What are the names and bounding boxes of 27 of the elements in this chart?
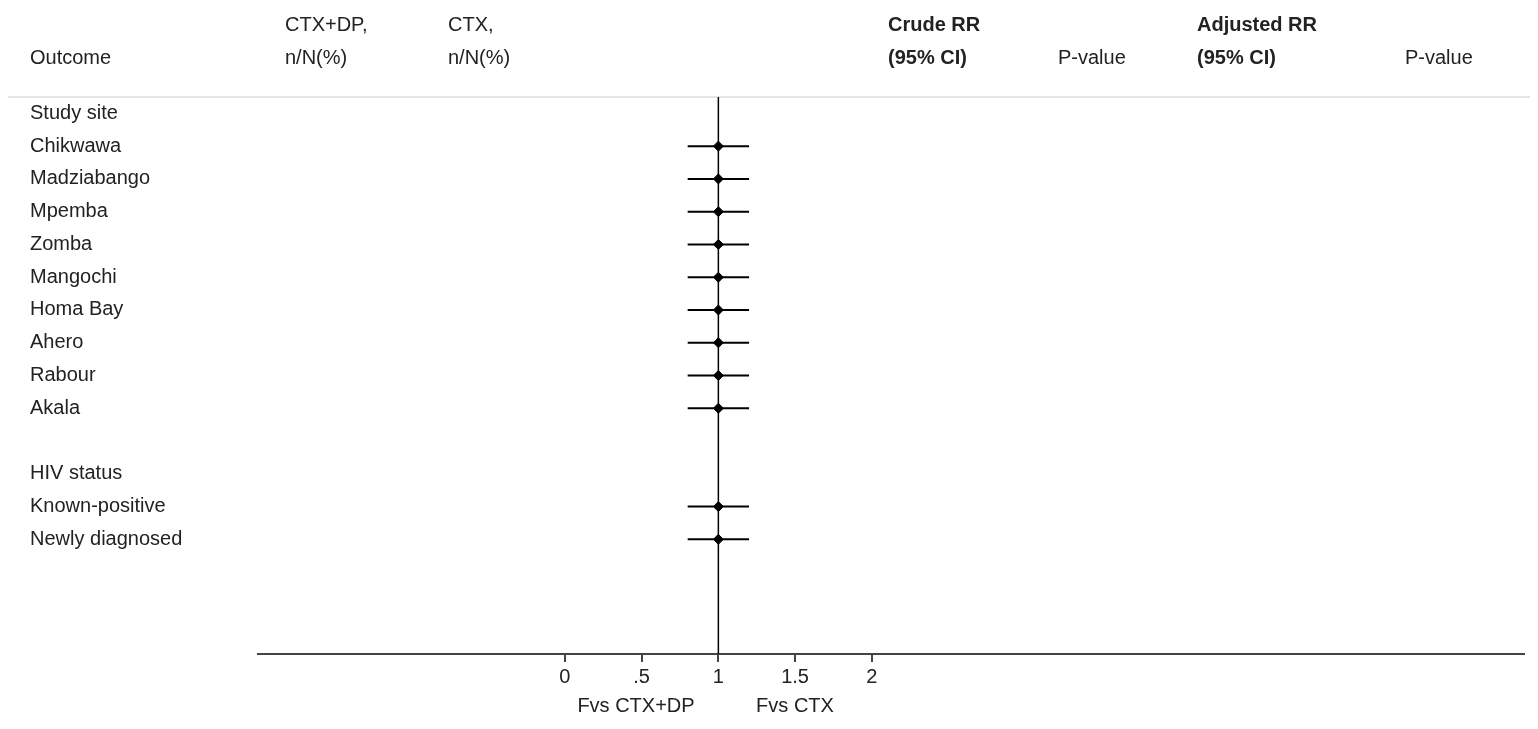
text: Crude RR (95% CI) (888, 12, 981, 68)
y-tick-label: HIV status (30, 461, 123, 484)
y-tick-label: Known-positive (30, 494, 166, 517)
x-tick-label: 1.5 (781, 664, 809, 687)
y-tick-label: Mpemba (30, 199, 109, 222)
y-tick-label: Homa Bay (30, 297, 124, 320)
y-tick-label: Zomba (30, 231, 94, 254)
x-tick-label: 1 (712, 664, 724, 687)
x-tick-label: .5 (633, 664, 650, 687)
y-tick-label: Mangochi (30, 264, 117, 287)
y-tick-label: Akala (30, 395, 81, 418)
y-tick-label: Rabour (30, 363, 96, 386)
text: CTX+DP, n/N(%) (285, 12, 368, 68)
y-tick-label: Ahero (30, 330, 84, 353)
text: P-value (1405, 45, 1473, 68)
text: Outcome (30, 45, 112, 68)
y-tick-label: Madziabango (30, 166, 151, 189)
text: Fvs CTX+DP (577, 693, 695, 716)
x-tick-label: 2 (866, 664, 878, 687)
y-tick-label: Chikwawa (30, 133, 123, 156)
text: CTX, n/N(%) (448, 12, 511, 68)
text: Adjusted RR (95% CI) (1197, 12, 1318, 68)
text: Fvs CTX (756, 693, 834, 716)
y-tick-label: Study site (30, 100, 118, 123)
y-tick-label: Newly diagnosed (30, 526, 183, 549)
x-tick-label: 0 (559, 664, 571, 687)
text: P-value (1058, 45, 1126, 68)
